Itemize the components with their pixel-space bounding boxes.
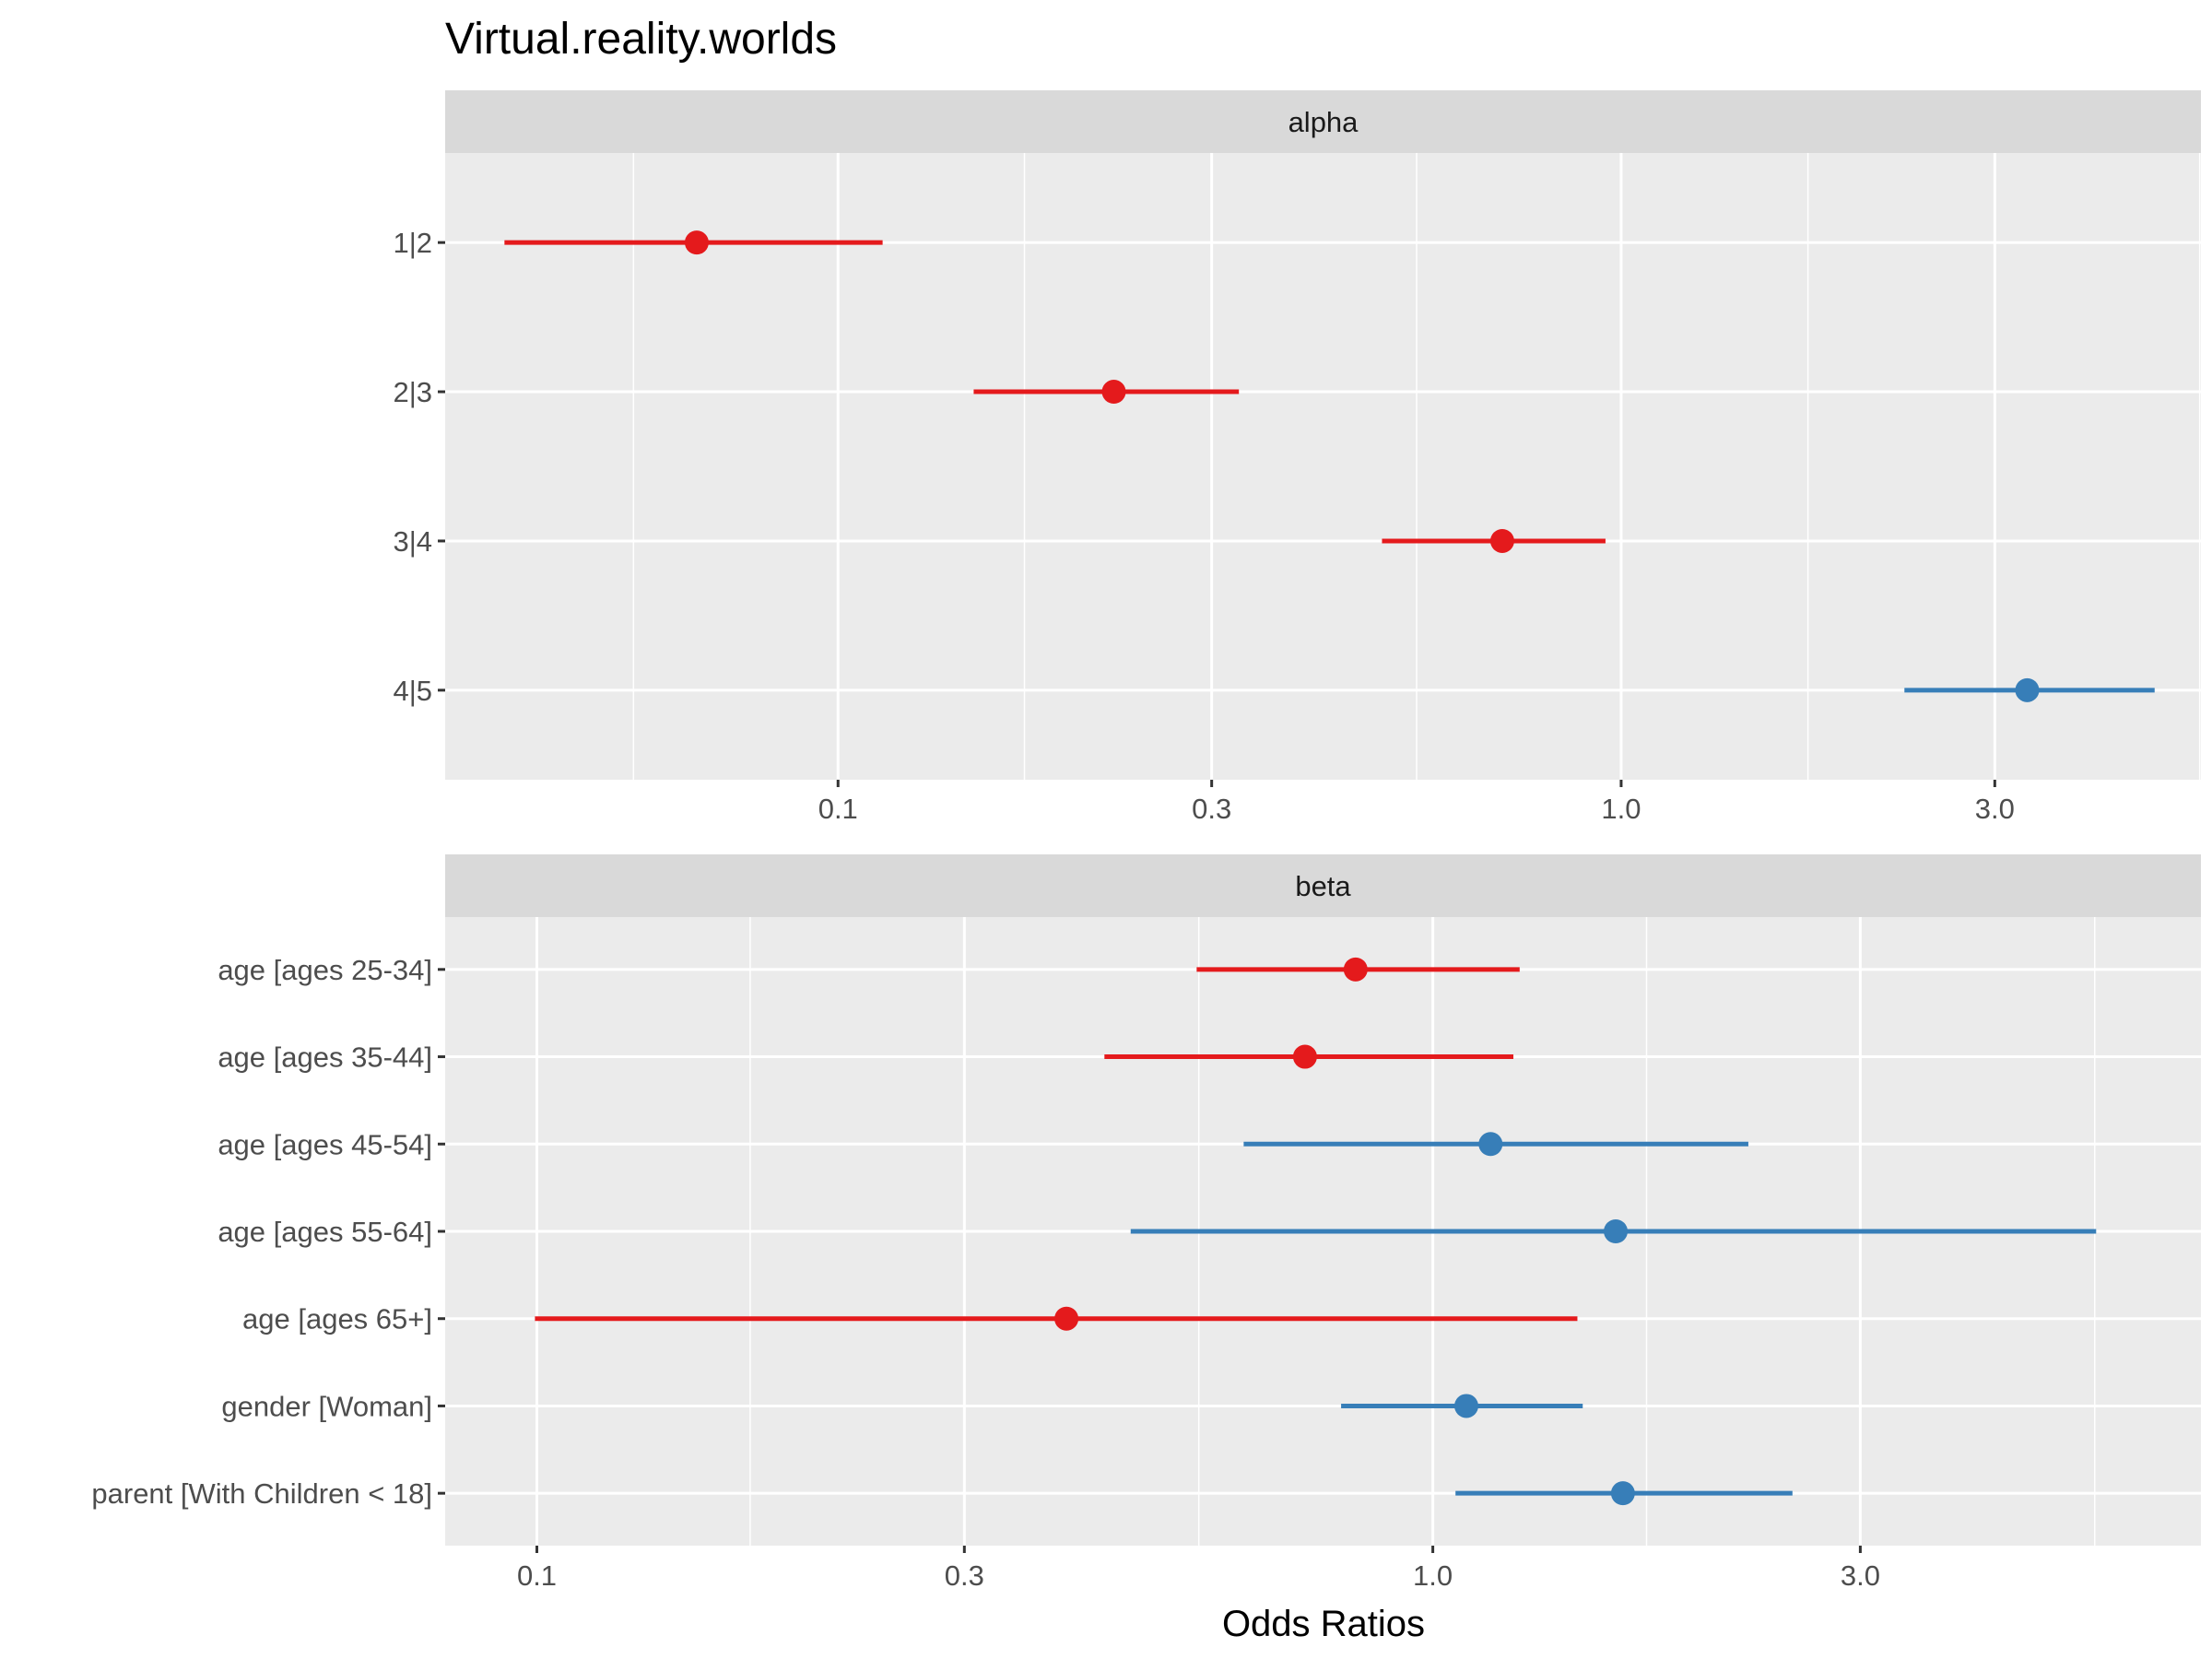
chart-title: Virtual.reality.worlds: [445, 15, 837, 64]
estimate-point: [1453, 1394, 1478, 1418]
strip-label-beta: beta: [1295, 870, 1351, 902]
x-tick-label: 3.0: [1841, 1559, 1880, 1592]
estimate-point: [1101, 380, 1126, 405]
y-tick-label: 2|3: [393, 376, 432, 408]
strip-label-alpha: alpha: [1288, 106, 1359, 138]
panel-background: [445, 153, 2201, 780]
estimate-point: [1292, 1044, 1317, 1069]
x-tick-label: 1.0: [1601, 793, 1641, 825]
x-tick-label: 3.0: [1975, 793, 2015, 825]
panel-beta: beta 0.1 0.3 1.0 3.0 age [ages 25-34] age [age…: [91, 854, 2201, 1592]
estimate-point: [1604, 1219, 1629, 1243]
x-axis-title: Odds Ratios: [1222, 1604, 1425, 1644]
estimate-point: [1478, 1132, 1503, 1157]
panels: alpha 0.1 0.3 1.0 3.0 1|2 2|3 3|4 4|5 beta 0.1 0.3 1…: [91, 90, 2201, 1592]
estimate-point: [2015, 677, 2040, 702]
y-tick-label: age [ages 35-44]: [218, 1041, 432, 1074]
y-tick-label: age [ages 65+]: [242, 1303, 432, 1335]
strip-beta: [445, 854, 2201, 917]
x-tick-label: 0.1: [517, 1559, 557, 1592]
y-tick-label: 3|4: [393, 525, 432, 558]
x-tick-label: 1.0: [1413, 1559, 1453, 1592]
x-tick-label: 0.3: [1192, 793, 1231, 825]
x-tick-label: 0.1: [818, 793, 858, 825]
estimate-point: [1489, 528, 1514, 553]
y-tick-label: 4|5: [393, 675, 432, 707]
panel-alpha: alpha 0.1 0.3 1.0 3.0 1|2 2|3 3|4 4|5: [393, 90, 2201, 825]
estimate-point: [1610, 1481, 1635, 1506]
y-tick-label: parent [With Children < 18]: [91, 1477, 432, 1510]
strip-alpha: [445, 90, 2201, 153]
estimate-point: [1054, 1306, 1079, 1331]
y-tick-label: age [ages 45-54]: [218, 1128, 432, 1160]
estimate-point: [1343, 957, 1368, 982]
y-tick-label: age [ages 25-34]: [218, 954, 432, 986]
y-tick-label: gender [Woman]: [221, 1390, 432, 1422]
y-tick-label: 1|2: [393, 227, 432, 259]
y-tick-label: age [ages 55-64]: [218, 1216, 432, 1248]
x-tick-label: 0.3: [945, 1559, 984, 1592]
estimate-point: [684, 230, 709, 255]
